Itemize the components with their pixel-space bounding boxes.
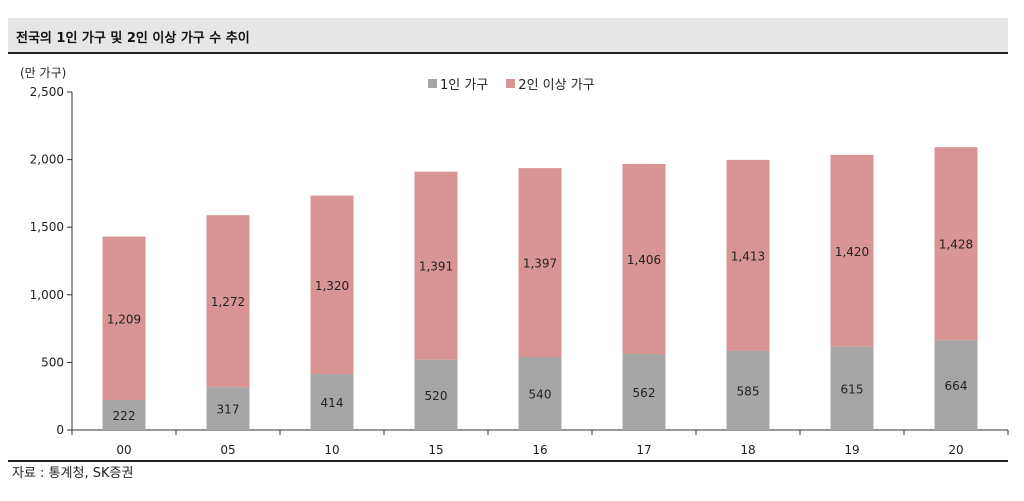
legend-item-one-person: 1인 가구	[428, 74, 488, 93]
data-label-multi-person-18: 1,413	[731, 249, 765, 263]
bar-multi-person-20	[934, 147, 978, 341]
data-label-one-person-10: 414	[321, 396, 344, 410]
y-tick-label: 1,000	[30, 288, 64, 302]
data-label-multi-person-10: 1,320	[315, 279, 349, 293]
page-title: 전국의 1인 가구 및 2인 이상 가구 수 추이	[16, 31, 250, 46]
data-label-one-person-18: 585	[737, 384, 760, 398]
x-tick-label-19: 19	[844, 443, 859, 457]
x-tick-label-17: 17	[636, 443, 651, 457]
legend-label-one-person: 1인 가구	[440, 78, 489, 93]
bar-one-person-15	[414, 359, 458, 430]
x-tick-label-15: 15	[428, 443, 443, 457]
data-label-one-person-17: 562	[633, 386, 656, 400]
data-label-multi-person-15: 1,391	[419, 260, 453, 274]
bar-multi-person-17	[622, 163, 666, 355]
y-axis-unit-label: (만 가구)	[20, 66, 67, 80]
bar-one-person-20	[934, 340, 978, 430]
bar-multi-person-00	[102, 236, 146, 400]
bar-one-person-19	[830, 346, 874, 430]
x-tick-label-10: 10	[324, 443, 339, 457]
x-tick-label-18: 18	[740, 443, 755, 457]
data-label-multi-person-20: 1,428	[939, 238, 973, 252]
bar-multi-person-19	[830, 154, 874, 347]
data-label-one-person-00: 222	[113, 409, 136, 423]
bar-one-person-05	[206, 387, 250, 430]
bar-multi-person-15	[414, 171, 458, 360]
data-label-multi-person-05: 1,272	[211, 295, 245, 309]
bar-one-person-18	[726, 350, 770, 430]
data-label-one-person-19: 615	[841, 382, 864, 396]
x-tick-label-00: 00	[116, 443, 131, 457]
footer-divider	[8, 460, 1008, 462]
data-label-multi-person-16: 1,397	[523, 257, 557, 271]
bar-one-person-16	[518, 356, 562, 430]
x-tick-label-05: 05	[220, 443, 235, 457]
legend-swatch-multi-person	[506, 79, 516, 88]
y-tick-label: 0	[56, 423, 64, 437]
data-label-one-person-15: 520	[425, 389, 448, 403]
bar-multi-person-16	[518, 168, 562, 357]
data-label-multi-person-19: 1,420	[835, 245, 869, 259]
y-tick-label: 1,500	[30, 220, 64, 234]
y-tick-label: 2,000	[30, 153, 64, 167]
y-tick-label: 2,500	[30, 85, 64, 99]
legend-label-multi-person: 2인 이상 가구	[518, 78, 595, 93]
data-label-multi-person-17: 1,406	[627, 253, 661, 267]
bar-multi-person-18	[726, 159, 770, 351]
bar-multi-person-10	[310, 195, 354, 375]
bar-one-person-10	[310, 374, 354, 430]
data-label-one-person-16: 540	[529, 387, 552, 401]
bar-one-person-17	[622, 354, 666, 430]
legend-item-multi-person: 2인 이상 가구	[506, 74, 595, 93]
legend-swatch-one-person	[428, 79, 437, 88]
x-tick-label-20: 20	[948, 443, 963, 457]
data-label-multi-person-00: 1,209	[107, 312, 141, 326]
bar-one-person-00	[102, 399, 146, 430]
y-tick-label: 500	[41, 355, 64, 369]
data-label-one-person-05: 317	[217, 403, 240, 417]
chart-legend: 1인 가구 2인 이상 가구	[428, 74, 613, 93]
data-label-one-person-20: 664	[945, 379, 968, 393]
title-bar: 전국의 1인 가구 및 2인 이상 가구 수 추이	[8, 18, 1008, 54]
source-note: 자료 : 통계청, SK증권	[12, 466, 134, 481]
bar-multi-person-05	[206, 215, 250, 388]
x-tick-label-16: 16	[532, 443, 547, 457]
